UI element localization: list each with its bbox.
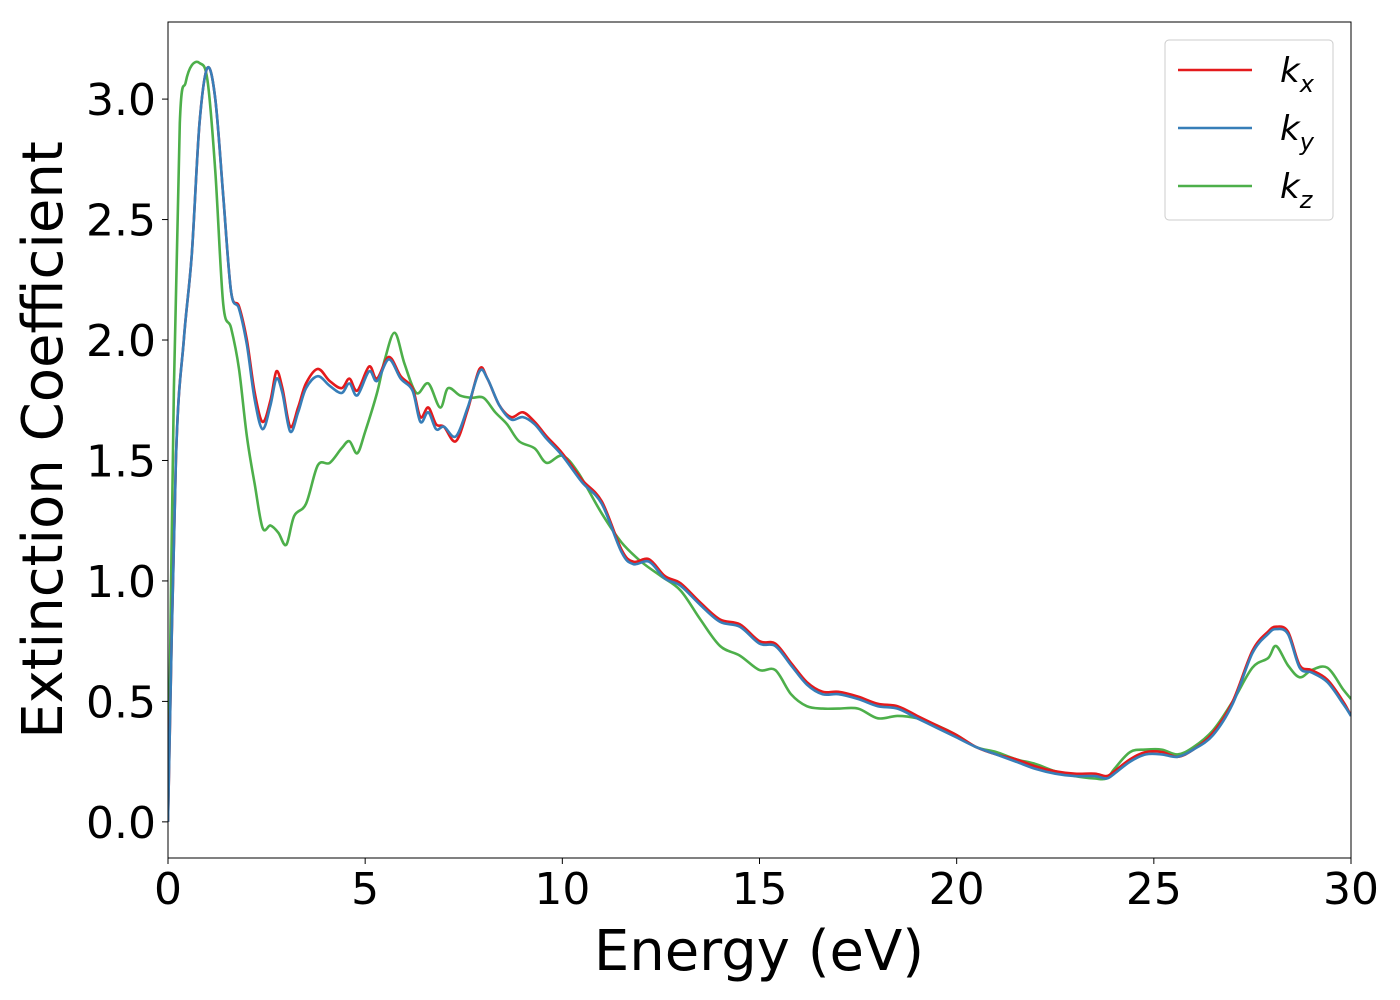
x-tick-label: 10 bbox=[534, 864, 590, 915]
legend-label-main: k bbox=[1280, 167, 1301, 207]
legend-box bbox=[1164, 39, 1334, 221]
y-tick-label: 1.5 bbox=[86, 436, 156, 487]
x-tick-label: 20 bbox=[929, 864, 985, 915]
series-layer bbox=[168, 60, 1351, 822]
legend-label-main: k bbox=[1280, 51, 1301, 91]
x-tick-label: 0 bbox=[154, 864, 182, 915]
legend-label-sub: y bbox=[1299, 128, 1315, 156]
legend-label-sub: x bbox=[1299, 70, 1315, 98]
y-axis: 0.0 0.5 1.0 1.5 2.0 2.5 3.0 bbox=[86, 75, 168, 849]
series-line-z bbox=[168, 60, 1351, 822]
y-tick-label: 2.5 bbox=[86, 196, 156, 247]
y-tick-label: 3.0 bbox=[86, 75, 156, 126]
x-tick-label: 15 bbox=[732, 864, 788, 915]
legend-label-y: ky bbox=[1280, 109, 1315, 156]
legend-label-z: kz bbox=[1280, 167, 1314, 214]
plot-area bbox=[168, 22, 1351, 858]
legend-label-sub: z bbox=[1299, 186, 1314, 214]
x-tick-label: 30 bbox=[1323, 864, 1379, 915]
y-tick-label: 2.0 bbox=[86, 316, 156, 367]
x-tick-label: 5 bbox=[351, 864, 379, 915]
y-tick-label: 0.0 bbox=[86, 798, 156, 849]
y-tick-label: 1.0 bbox=[86, 557, 156, 608]
legend-label-x: kx bbox=[1280, 51, 1315, 98]
y-tick-label: 0.5 bbox=[86, 677, 156, 728]
x-axis-title: Energy (eV) bbox=[594, 919, 924, 984]
y-axis-title: Extinction Coefficient bbox=[11, 141, 76, 739]
x-tick-label: 25 bbox=[1126, 864, 1182, 915]
x-axis: 0 5 10 15 20 25 30 bbox=[154, 858, 1379, 915]
legend-label-main: k bbox=[1280, 109, 1301, 149]
series-line-y bbox=[168, 65, 1351, 822]
